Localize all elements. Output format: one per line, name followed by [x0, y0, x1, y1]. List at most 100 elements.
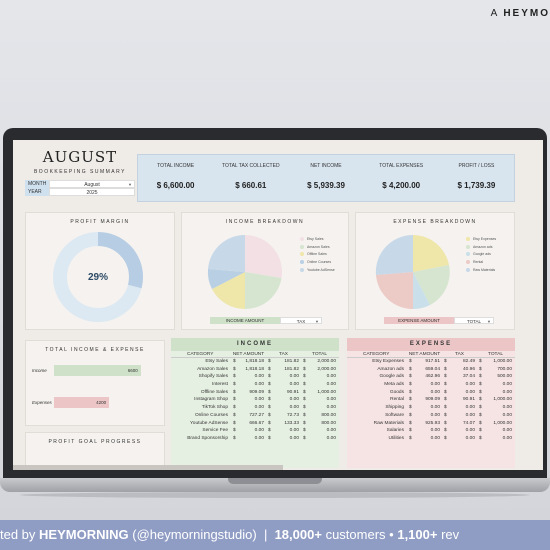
table-cell[interactable]: Software: [385, 412, 404, 418]
table-cell[interactable]: Amazon Sales: [197, 366, 228, 372]
table-cell[interactable]: $37.04: [444, 374, 475, 380]
table-cell[interactable]: $0.00: [409, 412, 440, 418]
table-cell[interactable]: Meta ads: [384, 382, 404, 388]
table-cell[interactable]: $1,000.00: [479, 420, 512, 426]
table-cell[interactable]: Google ads: [379, 374, 404, 380]
table-cell[interactable]: $800.00: [303, 412, 336, 418]
table-cell[interactable]: Rental: [390, 397, 404, 403]
table-cell[interactable]: $0.00: [268, 397, 299, 403]
table-cell[interactable]: $0.00: [233, 435, 264, 441]
expense-chart-dropdown[interactable]: TOTAL ▼: [454, 317, 494, 324]
table-cell[interactable]: $909.09: [233, 389, 264, 395]
expenses-bar-row: Expenses 4200: [32, 397, 110, 408]
table-cell[interactable]: Shipping: [385, 405, 404, 411]
table-cell[interactable]: Amazon ads: [377, 366, 404, 372]
table-cell[interactable]: $0.00: [444, 435, 475, 441]
table-cell[interactable]: $1,000.00: [303, 389, 336, 395]
table-cell[interactable]: $0.00: [479, 435, 512, 441]
horizontal-scrollbar[interactable]: [13, 465, 283, 470]
table-cell[interactable]: $0.00: [268, 435, 299, 441]
table-cell[interactable]: $0.00: [303, 428, 336, 434]
table-cell[interactable]: $0.00: [479, 382, 512, 388]
table-cell[interactable]: $2,000.00: [303, 366, 336, 372]
table-cell[interactable]: $40.96: [444, 366, 475, 372]
table-cell[interactable]: $2,000.00: [303, 359, 336, 364]
table-cell[interactable]: $0.00: [409, 435, 440, 441]
table-cell[interactable]: $462.96: [409, 374, 440, 380]
table-cell[interactable]: $0.00: [409, 389, 440, 395]
table-cell[interactable]: $0.00: [479, 389, 512, 395]
table-cell[interactable]: $0.00: [233, 382, 264, 388]
table-cell[interactable]: $0.00: [233, 405, 264, 411]
table-cell[interactable]: $500.00: [479, 374, 512, 380]
table-cell[interactable]: $909.09: [409, 397, 440, 403]
table-cell[interactable]: Offline Sales: [200, 389, 228, 395]
year-field[interactable]: 2025: [49, 188, 135, 196]
table-cell[interactable]: $133.33: [268, 420, 299, 426]
table-row: Offline Sales $909.09 $90.91 $1,000.00: [171, 389, 339, 397]
table-cell[interactable]: $0.00: [233, 428, 264, 434]
table-cell[interactable]: $72.73: [268, 412, 299, 418]
table-cell[interactable]: $1,000.00: [479, 359, 512, 364]
table-cell[interactable]: $181.82: [268, 366, 299, 372]
table-cell[interactable]: $0.00: [444, 382, 475, 388]
table-cell[interactable]: $925.93: [409, 420, 440, 426]
table-cell[interactable]: $0.00: [233, 397, 264, 403]
table-cell[interactable]: Service Fee: [202, 428, 228, 434]
table-cell[interactable]: $0.00: [409, 428, 440, 434]
table-cell[interactable]: $0.00: [409, 382, 440, 388]
pie-slice-rental: [376, 272, 413, 310]
table-cell[interactable]: Salaries: [386, 428, 404, 434]
table-cell[interactable]: $0.00: [268, 374, 299, 380]
table-cell[interactable]: $0.00: [268, 428, 299, 434]
table-cell[interactable]: $700.00: [479, 366, 512, 372]
month-dropdown[interactable]: August ▼: [49, 180, 135, 188]
table-cell[interactable]: Online Courses: [194, 412, 228, 418]
table-cell[interactable]: $181.82: [268, 359, 299, 364]
table-cell[interactable]: $1,818.18: [233, 366, 264, 372]
table-cell[interactable]: $0.00: [303, 435, 336, 441]
table-cell[interactable]: Raw Materials: [373, 420, 404, 426]
table-cell[interactable]: $0.00: [409, 405, 440, 411]
table-cell[interactable]: $0.00: [444, 412, 475, 418]
table-cell[interactable]: Utilities: [388, 435, 404, 441]
table-cell[interactable]: Etsy Sales: [205, 359, 228, 364]
kpi-profit-loss: PROFIT / LOSS $ 1,739.39: [457, 163, 496, 190]
table-cell[interactable]: $0.00: [479, 405, 512, 411]
table-cell[interactable]: $0.00: [444, 389, 475, 395]
year-label: YEAR: [25, 188, 49, 196]
table-cell[interactable]: $0.00: [444, 428, 475, 434]
table-cell[interactable]: Shopify Sales: [198, 374, 228, 380]
table-cell[interactable]: $1,000.00: [479, 397, 512, 403]
table-cell[interactable]: Goods: [389, 389, 404, 395]
table-cell[interactable]: $82.49: [444, 359, 475, 364]
table-cell[interactable]: $0.00: [479, 412, 512, 418]
table-cell[interactable]: Instagram Shop: [194, 397, 228, 403]
table-cell[interactable]: $800.00: [303, 420, 336, 426]
table-cell[interactable]: Youtube AdSense: [190, 420, 228, 426]
table-cell[interactable]: $727.27: [233, 412, 264, 418]
table-cell[interactable]: Brand Sponsorship: [187, 435, 228, 441]
table-cell[interactable]: $0.00: [444, 405, 475, 411]
table-cell[interactable]: $90.91: [444, 397, 475, 403]
table-cell[interactable]: $74.07: [444, 420, 475, 426]
table-cell[interactable]: $0.00: [303, 397, 336, 403]
table-cell[interactable]: $666.67: [233, 420, 264, 426]
table-cell[interactable]: $0.00: [303, 382, 336, 388]
table-cell[interactable]: $659.04: [409, 366, 440, 372]
table-cell[interactable]: Interest: [212, 382, 228, 388]
table-cell[interactable]: Etsy Expenses: [372, 359, 404, 364]
table-cell[interactable]: $1,818.18: [233, 359, 264, 364]
dashboard-screen: AUGUST BOOKKEEPING SUMMARY MONTH August ▼…: [13, 140, 543, 470]
table-cell[interactable]: $0.00: [268, 405, 299, 411]
table-cell[interactable]: $0.00: [233, 374, 264, 380]
table-cell[interactable]: $0.00: [303, 374, 336, 380]
table-cell[interactable]: $90.91: [268, 389, 299, 395]
income-chart-dropdown[interactable]: TAX ▼: [280, 317, 322, 324]
table-cell[interactable]: TikTok Shop: [201, 405, 228, 411]
table-cell[interactable]: $0.00: [303, 405, 336, 411]
table-cell[interactable]: $0.00: [479, 428, 512, 434]
table-cell[interactable]: $0.00: [268, 382, 299, 388]
table-cell[interactable]: $917.51: [409, 359, 440, 364]
expense-table-header: CATEGORY NET AMOUNT TAX TOTAL: [347, 351, 515, 358]
